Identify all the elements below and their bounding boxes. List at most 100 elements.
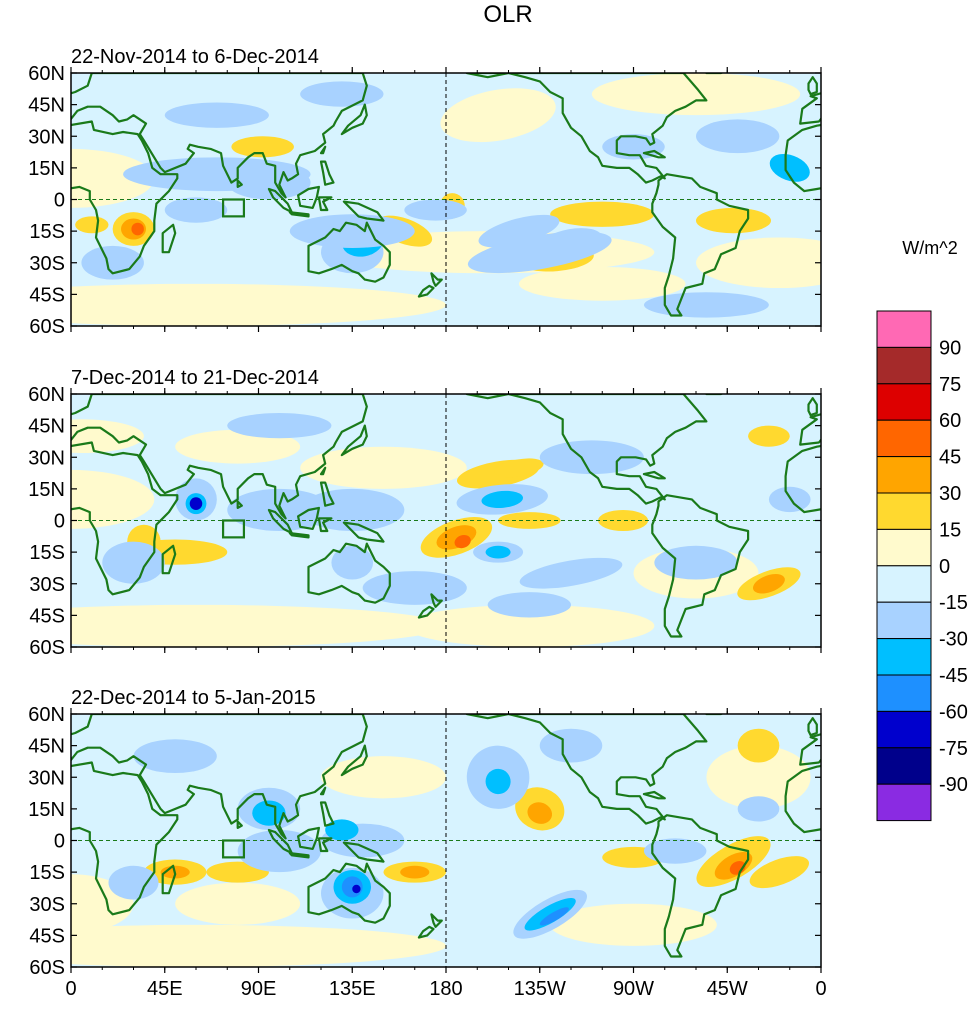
anomaly-contour	[749, 856, 810, 889]
anomaly-contour	[404, 199, 467, 221]
coastline	[236, 500, 243, 509]
coastline	[642, 790, 666, 800]
colorbar-label: -30	[939, 629, 968, 651]
anomaly-field	[71, 714, 821, 967]
coastline	[319, 145, 327, 155]
colorbar-units-label: W/m^2	[902, 238, 957, 258]
colorbar-swatch	[876, 638, 932, 676]
coastline	[642, 149, 666, 159]
anomaly-contour	[527, 802, 553, 824]
lat-label: 15S	[29, 862, 65, 884]
coastline	[705, 73, 724, 75]
lat-label: 45S	[29, 284, 65, 306]
anomaly-contour	[696, 237, 821, 289]
lat-label: 15N	[28, 799, 65, 821]
coastline	[465, 73, 708, 184]
colorbar-label: -45	[939, 665, 968, 687]
coastline	[236, 820, 243, 829]
anomaly-contour	[321, 756, 446, 799]
coastline	[430, 593, 443, 608]
anomaly-contour	[519, 557, 623, 589]
anomaly-contour	[478, 214, 560, 248]
colorbar-label: -75	[939, 738, 968, 760]
anomaly-contour	[189, 497, 203, 510]
anomaly-contour	[643, 838, 707, 864]
lon-label: 180	[429, 978, 462, 1000]
lon-label: 135E	[329, 978, 376, 1000]
anomaly-contour	[231, 136, 294, 158]
coastline	[705, 714, 724, 716]
anomaly-contour	[252, 800, 286, 826]
lon-label: 90W	[613, 978, 654, 1000]
coastline	[71, 714, 368, 840]
panel-date-range: 22-Dec-2014 to 5-Jan-2015	[71, 687, 316, 709]
anomaly-contour	[102, 541, 165, 584]
colorbar-label: 75	[939, 374, 961, 396]
lat-label: 30N	[28, 767, 65, 789]
lat-label: 30S	[29, 574, 65, 596]
lon-label: 45W	[707, 978, 748, 1000]
anomaly-contour	[481, 490, 524, 509]
lat-label: 30N	[28, 126, 65, 148]
lat-label: 15S	[29, 221, 65, 243]
anomaly-contour	[737, 728, 780, 763]
colorbar-swatch	[876, 747, 932, 785]
anomaly-contour	[485, 545, 511, 559]
coastline	[319, 466, 327, 476]
anomaly-contour	[540, 228, 602, 256]
coastline	[319, 160, 335, 186]
lon-label: 135W	[514, 978, 566, 1000]
anomaly-contour	[75, 216, 109, 234]
colorbar-label: 0	[939, 556, 950, 578]
coastline	[319, 481, 335, 507]
coastline	[340, 103, 368, 136]
colorbar-label: -90	[939, 774, 968, 796]
coastline	[342, 841, 385, 863]
coastline	[297, 185, 320, 209]
colorbar-swatch	[876, 674, 932, 712]
anomaly-contour	[539, 728, 603, 763]
coastline	[161, 864, 177, 895]
lat-label: 45S	[29, 925, 65, 947]
colorbar-label: 60	[939, 410, 961, 432]
anomaly-contour	[598, 509, 649, 532]
anomaly-contour	[706, 745, 811, 809]
figure-title: OLR	[483, 1, 532, 28]
coastline	[465, 394, 708, 505]
anomaly-contour	[654, 545, 738, 580]
panel-date-range: 7-Dec-2014 to 21-Dec-2014	[71, 367, 319, 389]
anomaly-contour	[550, 903, 717, 946]
lat-label: 60N	[28, 384, 65, 406]
coastline	[642, 470, 666, 480]
colorbar-label: -60	[939, 701, 968, 723]
colorbar-label: 15	[939, 519, 961, 541]
anomaly-contour	[696, 119, 780, 154]
coastline	[307, 862, 391, 924]
anomaly-contour	[487, 592, 571, 618]
map-panel-1: 60N 45N 30N 15N 0 15S 30S 45S 60S 22-Nov-2014 to …	[28, 46, 822, 338]
anomaly-contour	[737, 796, 780, 822]
colorbar-swatch	[876, 346, 932, 385]
coastline	[417, 925, 435, 939]
coastline	[705, 394, 724, 396]
coastline	[807, 76, 818, 96]
colorbar-label: 90	[939, 337, 961, 359]
lat-label: 45S	[29, 605, 65, 627]
anomaly-contour	[71, 604, 446, 647]
colorbar-swatch	[876, 419, 932, 458]
coastline	[465, 714, 708, 825]
anomaly-contour	[643, 292, 769, 318]
anomaly-contour	[131, 222, 144, 236]
coastline	[417, 284, 435, 298]
anomaly-contour	[237, 829, 321, 873]
anomaly-contour	[752, 573, 785, 594]
anomaly-contour	[454, 534, 471, 549]
anomaly-contour	[352, 884, 361, 894]
anomaly-contour	[485, 768, 511, 795]
colorbar-swatch	[876, 492, 932, 530]
anomaly-contour	[108, 865, 159, 900]
anomaly-contour	[133, 739, 217, 774]
anomaly-contour	[550, 201, 655, 227]
anomaly-contour	[400, 865, 430, 879]
